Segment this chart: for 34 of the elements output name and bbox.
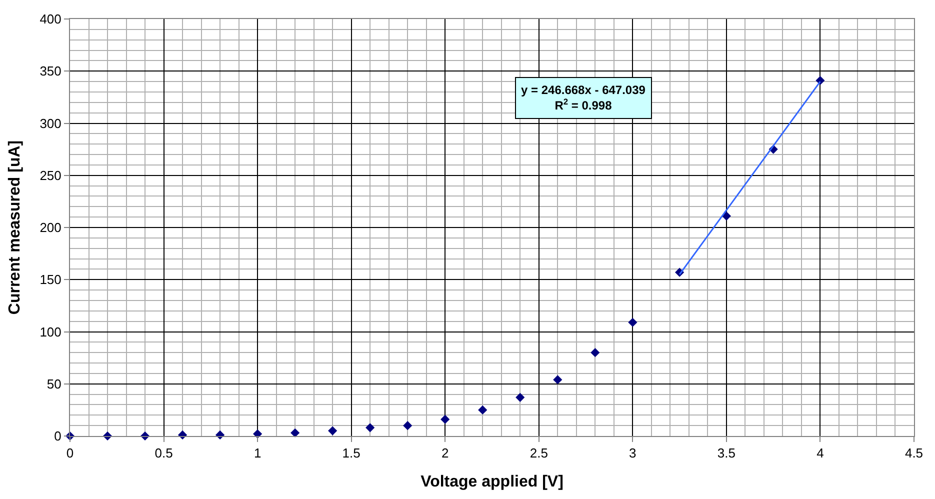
y-tick-label: 200 bbox=[40, 220, 62, 236]
point bbox=[553, 375, 562, 384]
x-tick-label: 4.5 bbox=[904, 446, 924, 461]
point bbox=[253, 429, 262, 438]
point bbox=[628, 318, 638, 327]
point bbox=[328, 426, 338, 436]
x-tick-label: 4 bbox=[816, 446, 824, 461]
point bbox=[722, 211, 731, 221]
x-tick-label: 2.5 bbox=[530, 446, 548, 461]
point bbox=[478, 405, 488, 414]
x-tick-label: 0 bbox=[66, 446, 74, 461]
y-tick-label: 0 bbox=[54, 428, 62, 444]
y-axis-title: Current measured [uA] bbox=[6, 140, 24, 315]
point bbox=[403, 421, 412, 430]
x-tick-label: 3.5 bbox=[717, 446, 736, 461]
x-tick-label: 0.5 bbox=[154, 446, 173, 461]
point bbox=[516, 392, 525, 402]
y-tick-label: 250 bbox=[40, 168, 62, 183]
point bbox=[366, 423, 375, 432]
x-axis-title: Voltage applied [V] bbox=[420, 473, 564, 490]
x-tick-label: 2 bbox=[441, 446, 449, 461]
y-tick-label: 300 bbox=[40, 116, 62, 131]
annotation: y = 246.668x - 647.039 R$^{2}$ = 0.998 bbox=[521, 83, 646, 113]
y-tick-label: 150 bbox=[40, 272, 62, 288]
y-tick-label: 350 bbox=[40, 64, 62, 79]
x-tick-label: 1 bbox=[254, 446, 262, 461]
y-tick-label: 100 bbox=[40, 324, 62, 340]
point bbox=[290, 428, 300, 438]
point bbox=[590, 348, 600, 358]
y-tick-label: 400 bbox=[40, 12, 62, 27]
y-tick-label: 50 bbox=[46, 376, 62, 392]
x-tick-label: 3 bbox=[629, 446, 636, 461]
point bbox=[440, 414, 450, 424]
x-tick-label: 1.5 bbox=[342, 446, 360, 461]
